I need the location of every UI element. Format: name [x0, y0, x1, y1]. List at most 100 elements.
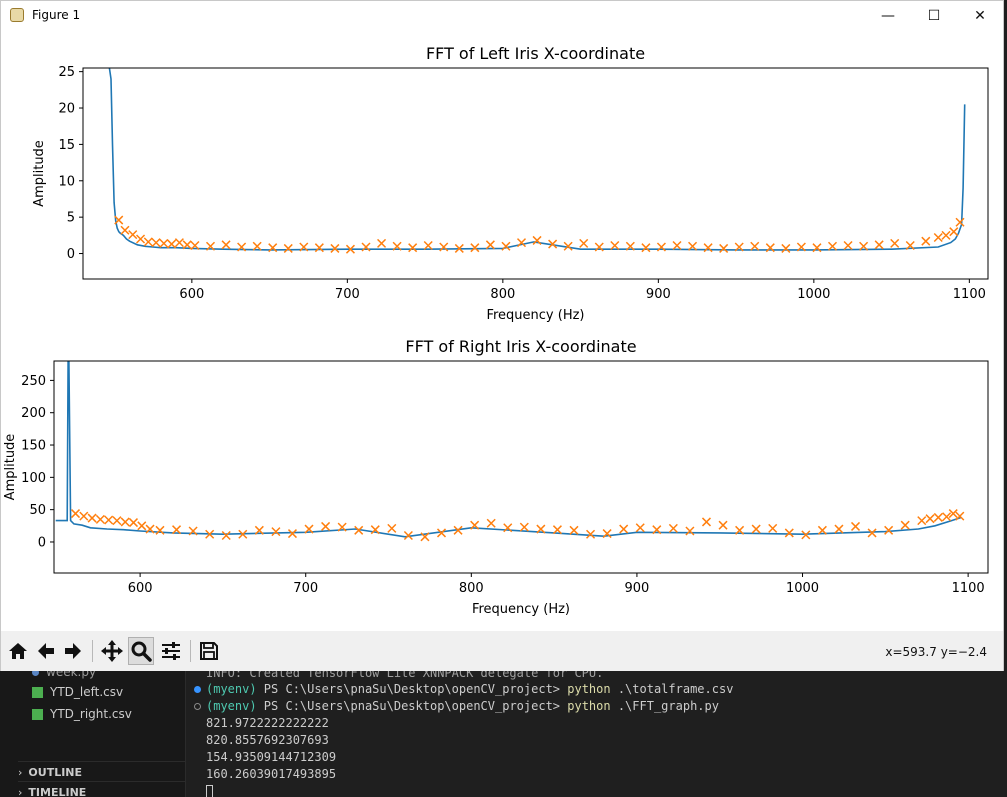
file-item[interactable]: YTD_right.csv — [32, 705, 132, 723]
data-point — [955, 217, 965, 227]
data-point — [95, 514, 105, 524]
x-tick-label: 600 — [128, 581, 153, 596]
data-point — [136, 234, 146, 244]
terminal[interactable]: INFO: Created TensorFlow Lite XNNPACK de… — [192, 671, 1007, 797]
data-point — [104, 515, 114, 525]
data-point — [361, 242, 371, 252]
minimize-button[interactable]: — — [865, 1, 911, 31]
data-point — [579, 238, 589, 248]
timeline-section[interactable]: › TIMELINE — [18, 781, 185, 797]
close-button[interactable]: ✕ — [957, 1, 1003, 31]
data-point — [685, 526, 695, 536]
data-point — [569, 525, 579, 535]
data-point — [299, 242, 309, 252]
y-tick-label: 200 — [21, 406, 46, 421]
maximize-button[interactable]: ☐ — [911, 1, 957, 31]
configure-subplots-button[interactable] — [158, 637, 184, 665]
data-point — [268, 243, 278, 253]
data-point — [354, 525, 364, 535]
data-point — [586, 529, 596, 539]
data-point — [439, 242, 449, 252]
data-point — [850, 521, 861, 531]
data-point — [905, 241, 915, 251]
data-point — [503, 523, 513, 533]
file-item[interactable]: week.py — [32, 671, 96, 681]
data-point — [784, 528, 794, 538]
command-arg: .\totalframe.csv — [610, 682, 734, 696]
data-point — [377, 238, 387, 248]
env-label: (myenv) — [206, 682, 257, 696]
x-tick-label: 1000 — [786, 581, 819, 596]
zoom-button[interactable] — [128, 637, 154, 665]
data-point — [532, 235, 542, 245]
title-bar: Figure 1 — ☐ ✕ — [1, 1, 1003, 31]
data-point — [221, 240, 231, 250]
back-button[interactable] — [33, 637, 59, 665]
chevron-right-icon: › — [18, 765, 23, 779]
terminal-line: (myenv) PS C:\Users\pnaSu\Desktop\openCV… — [206, 681, 733, 698]
data-point — [890, 238, 900, 248]
subplot-1: 600 700 800 900 1000 1100 0 5 10 15 20 25 FFT of Lef… — [32, 44, 989, 323]
move-icon — [101, 640, 123, 662]
window-title: Figure 1 — [32, 8, 81, 22]
output-line: 160.26039017493895 — [206, 767, 337, 781]
marker-series — [114, 215, 965, 254]
section-label: TIMELINE — [28, 785, 87, 797]
data-point — [688, 241, 698, 251]
x-tick-label: 700 — [335, 287, 360, 302]
data-point — [321, 521, 331, 531]
x-tick-label: 900 — [625, 581, 650, 596]
prompt-text: PS C:\Users\pnaSu\Desktop\openCV_project… — [256, 682, 568, 696]
home-button[interactable] — [5, 637, 31, 665]
data-point — [145, 524, 155, 534]
command-word: python — [567, 699, 611, 713]
env-label: (myenv) — [206, 699, 257, 713]
data-point — [933, 512, 943, 522]
toolbar-separator — [190, 640, 191, 662]
data-point — [949, 227, 959, 237]
data-point — [817, 525, 827, 535]
data-point — [120, 225, 130, 235]
y-tick-label: 0 — [67, 247, 75, 262]
data-point — [486, 518, 496, 528]
matplotlib-icon — [10, 8, 24, 22]
data-point — [859, 241, 869, 251]
figure-canvas[interactable]: 600 700 800 900 1000 1100 0 5 10 15 20 25 FFT of Lef… — [3, 31, 1003, 631]
pan-button[interactable] — [99, 637, 125, 665]
data-point — [423, 241, 433, 251]
forward-button[interactable] — [60, 637, 86, 665]
data-point — [735, 525, 745, 535]
file-item[interactable]: YTD_left.csv — [32, 683, 123, 701]
data-point — [167, 239, 177, 249]
output-line: 821.9722222222222 — [206, 716, 329, 730]
data-point — [205, 529, 215, 539]
save-button[interactable] — [196, 637, 222, 665]
data-point — [751, 524, 761, 534]
axes-frame — [53, 360, 989, 574]
x-tick-label: 800 — [459, 581, 484, 596]
data-point — [925, 514, 935, 524]
y-axis-label: Amplitude — [32, 140, 47, 207]
output-line: 820.8557692307693 — [206, 733, 329, 747]
data-point — [128, 230, 138, 240]
close-icon: ✕ — [974, 8, 986, 24]
data-point — [801, 530, 811, 540]
command-arg: .\FFT_graph.py — [610, 699, 719, 713]
data-point — [668, 523, 678, 533]
output-line: 154.93509144712309 — [206, 750, 337, 764]
command-status-icon — [194, 703, 201, 710]
data-point — [330, 243, 340, 253]
data-point — [87, 513, 97, 523]
x-tick-label: 1100 — [952, 581, 985, 596]
data-point — [205, 241, 216, 251]
data-point — [470, 243, 480, 253]
data-point — [933, 232, 943, 243]
data-point — [159, 238, 169, 248]
data-point — [796, 242, 806, 252]
x-axis-label: Frequency (Hz) — [472, 602, 570, 617]
data-point — [884, 525, 894, 535]
outline-section[interactable]: › OUTLINE — [18, 761, 185, 782]
chart-title: FFT of Right Iris X-coordinate — [405, 337, 636, 356]
data-point — [812, 243, 822, 253]
